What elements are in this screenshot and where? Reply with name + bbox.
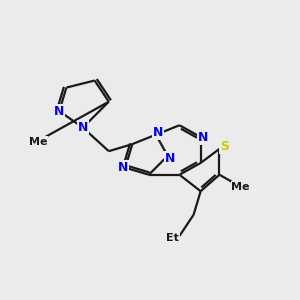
Text: N: N (153, 126, 164, 139)
Text: N: N (78, 121, 88, 134)
Text: S: S (220, 140, 229, 153)
Text: Me: Me (231, 182, 250, 191)
Text: Et: Et (166, 233, 179, 243)
Text: Me: Me (29, 137, 47, 147)
Text: N: N (165, 152, 175, 165)
Text: N: N (118, 161, 128, 174)
Text: N: N (198, 130, 208, 143)
Text: N: N (54, 105, 64, 118)
